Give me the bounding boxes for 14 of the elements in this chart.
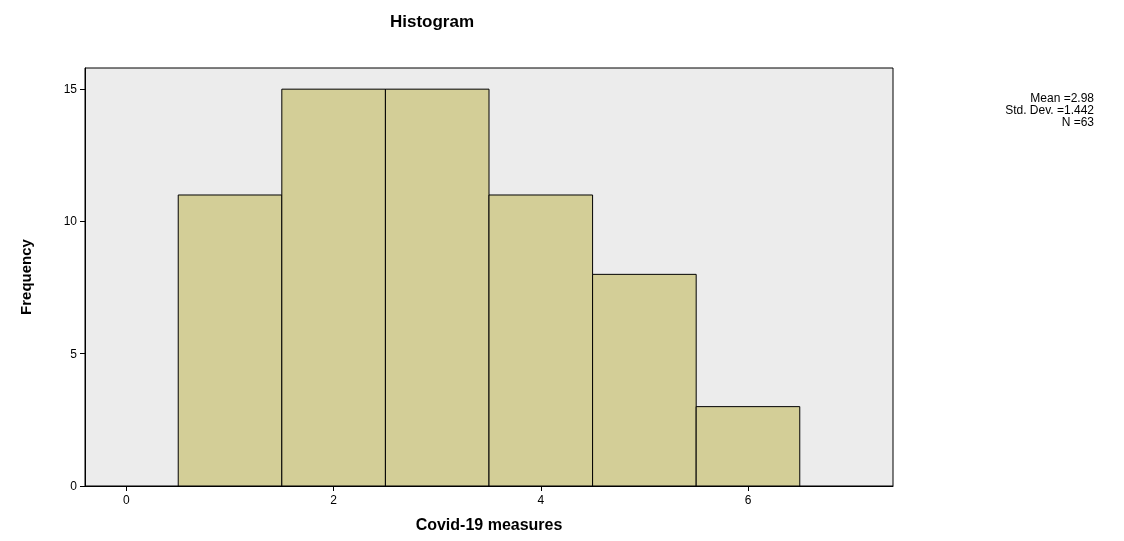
- text: N =63: [1061, 115, 1095, 129]
- x-tick-label: 0: [123, 493, 131, 507]
- y-tick-label: 5: [70, 346, 78, 361]
- chart-title: Histogram: [389, 12, 475, 31]
- y-tick-label: 0: [70, 479, 78, 493]
- y-tick-label: 15: [63, 82, 78, 97]
- text: Std. Dev. =1.442: [1005, 103, 1095, 117]
- text: Mean =2.98: [1030, 91, 1095, 105]
- y-axis-title: Frequency: [17, 238, 34, 315]
- x-tick-label: 2: [330, 493, 338, 507]
- x-tick-label: 4: [537, 493, 545, 507]
- y-tick-label: 10: [63, 214, 78, 229]
- x-axis-title: Covid-19 measures: [415, 515, 563, 533]
- x-tick-label: 6: [744, 493, 752, 507]
